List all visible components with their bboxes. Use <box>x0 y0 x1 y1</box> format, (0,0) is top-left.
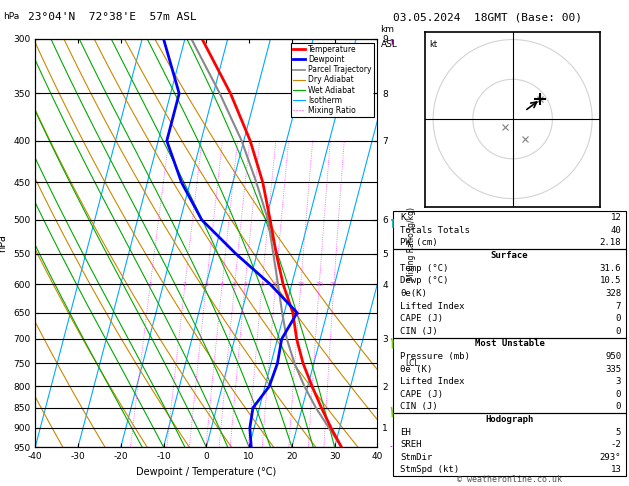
Text: 4: 4 <box>220 282 224 287</box>
Text: 0: 0 <box>616 314 621 323</box>
Text: 2: 2 <box>183 282 187 287</box>
Bar <box>393 249 626 338</box>
Text: 20: 20 <box>315 282 323 287</box>
Text: CAPE (J): CAPE (J) <box>400 390 443 399</box>
Text: StmSpd (kt): StmSpd (kt) <box>400 466 459 474</box>
Text: 950: 950 <box>605 352 621 361</box>
Text: 10.5: 10.5 <box>599 276 621 285</box>
Text: PW (cm): PW (cm) <box>400 239 438 247</box>
Text: Pressure (mb): Pressure (mb) <box>400 352 470 361</box>
Y-axis label: hPa: hPa <box>0 234 8 252</box>
Text: θe (K): θe (K) <box>400 364 432 374</box>
Text: 03.05.2024  18GMT (Base: 00): 03.05.2024 18GMT (Base: 00) <box>393 12 582 22</box>
Text: 15: 15 <box>297 282 304 287</box>
Text: km: km <box>381 25 394 34</box>
Bar <box>393 211 626 249</box>
Text: CIN (J): CIN (J) <box>400 327 438 336</box>
Text: Totals Totals: Totals Totals <box>400 226 470 235</box>
Bar <box>393 413 626 476</box>
Text: 5: 5 <box>233 282 237 287</box>
Text: 25: 25 <box>330 282 338 287</box>
Text: EH: EH <box>400 428 411 436</box>
Text: 10: 10 <box>272 282 279 287</box>
Text: Most Unstable: Most Unstable <box>474 339 545 348</box>
Text: SREH: SREH <box>400 440 421 449</box>
Text: 3: 3 <box>616 377 621 386</box>
Text: 6: 6 <box>243 282 247 287</box>
Text: ASL: ASL <box>381 39 398 49</box>
Text: Lifted Index: Lifted Index <box>400 377 465 386</box>
Text: 5: 5 <box>616 428 621 436</box>
X-axis label: Dewpoint / Temperature (°C): Dewpoint / Temperature (°C) <box>136 467 276 477</box>
Text: Surface: Surface <box>491 251 528 260</box>
Text: -2: -2 <box>611 440 621 449</box>
Text: Temp (°C): Temp (°C) <box>400 264 448 273</box>
Text: 328: 328 <box>605 289 621 298</box>
Text: 13: 13 <box>611 466 621 474</box>
Text: 3: 3 <box>204 282 208 287</box>
Text: Lifted Index: Lifted Index <box>400 301 465 311</box>
Text: 1: 1 <box>148 282 152 287</box>
Text: 8: 8 <box>260 282 264 287</box>
Text: 7: 7 <box>616 301 621 311</box>
Text: Hodograph: Hodograph <box>486 415 533 424</box>
Text: 0: 0 <box>616 390 621 399</box>
Text: CAPE (J): CAPE (J) <box>400 314 443 323</box>
Text: 12: 12 <box>611 213 621 222</box>
Text: 0: 0 <box>616 327 621 336</box>
Text: K: K <box>400 213 406 222</box>
Text: 293°: 293° <box>599 453 621 462</box>
Text: Dewp (°C): Dewp (°C) <box>400 276 448 285</box>
Legend: Temperature, Dewpoint, Parcel Trajectory, Dry Adiabat, Wet Adiabat, Isotherm, Mi: Temperature, Dewpoint, Parcel Trajectory… <box>291 43 374 117</box>
Text: Mixing Ratio (g/kg): Mixing Ratio (g/kg) <box>408 207 416 279</box>
Text: 2.18: 2.18 <box>599 239 621 247</box>
Text: 31.6: 31.6 <box>599 264 621 273</box>
Text: LCL: LCL <box>406 359 420 368</box>
Bar <box>393 338 626 413</box>
Text: θe(K): θe(K) <box>400 289 427 298</box>
Text: hPa: hPa <box>3 12 19 21</box>
Text: 335: 335 <box>605 364 621 374</box>
Text: 23°04'N  72°38'E  57m ASL: 23°04'N 72°38'E 57m ASL <box>28 12 197 22</box>
Text: CIN (J): CIN (J) <box>400 402 438 412</box>
Text: StmDir: StmDir <box>400 453 432 462</box>
Text: 40: 40 <box>611 226 621 235</box>
Text: kt: kt <box>429 39 437 49</box>
Text: 0: 0 <box>616 402 621 412</box>
Text: © weatheronline.co.uk: © weatheronline.co.uk <box>457 474 562 484</box>
